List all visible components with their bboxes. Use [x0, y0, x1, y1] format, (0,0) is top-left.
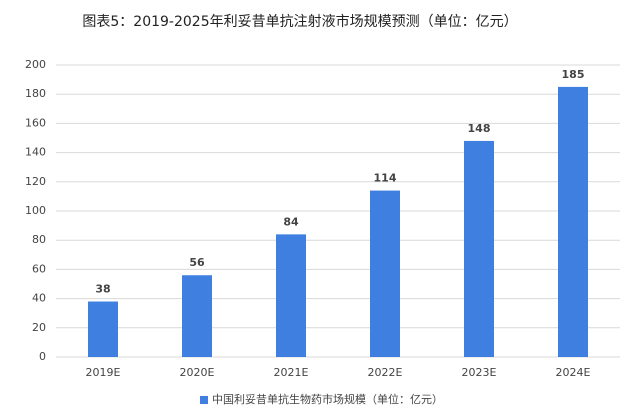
x-tick-label: 2022E	[368, 366, 403, 379]
bar	[558, 86, 588, 358]
y-tick-label: 80	[32, 233, 46, 246]
legend-swatch	[200, 396, 208, 404]
y-tick-label: 60	[32, 262, 46, 275]
x-tick-label: 2020E	[180, 366, 215, 379]
data-label: 84	[283, 215, 299, 228]
data-label: 148	[468, 122, 491, 135]
y-tick-label: 200	[25, 58, 46, 71]
y-tick-label: 100	[25, 204, 46, 217]
bar	[182, 275, 212, 357]
data-label: 38	[95, 283, 110, 296]
y-tick-label: 160	[25, 116, 46, 129]
x-tick-label: 2024E	[556, 366, 591, 379]
bar	[88, 301, 118, 357]
x-tick-label: 2021E	[274, 366, 309, 379]
legend-label: 中国利妥昔单抗生物药市场规模（单位：亿元）	[212, 392, 443, 406]
chart-title: 图表5：2019-2025年利妥昔单抗注射液市场规模预测（单位：亿元）	[82, 13, 517, 30]
data-label: 185	[562, 68, 585, 81]
y-tick-label: 180	[25, 87, 46, 100]
bar	[370, 190, 400, 357]
x-tick-label: 2023E	[462, 366, 497, 379]
y-tick-label: 20	[32, 321, 46, 334]
bar	[276, 234, 306, 357]
y-tick-label: 40	[32, 292, 46, 305]
bar	[464, 140, 494, 357]
x-tick-label: 2019E	[86, 366, 121, 379]
y-tick-label: 0	[39, 350, 46, 363]
data-label: 114	[374, 172, 397, 185]
y-tick-label: 120	[25, 175, 46, 188]
y-tick-label: 140	[25, 146, 46, 159]
data-label: 56	[189, 256, 205, 269]
